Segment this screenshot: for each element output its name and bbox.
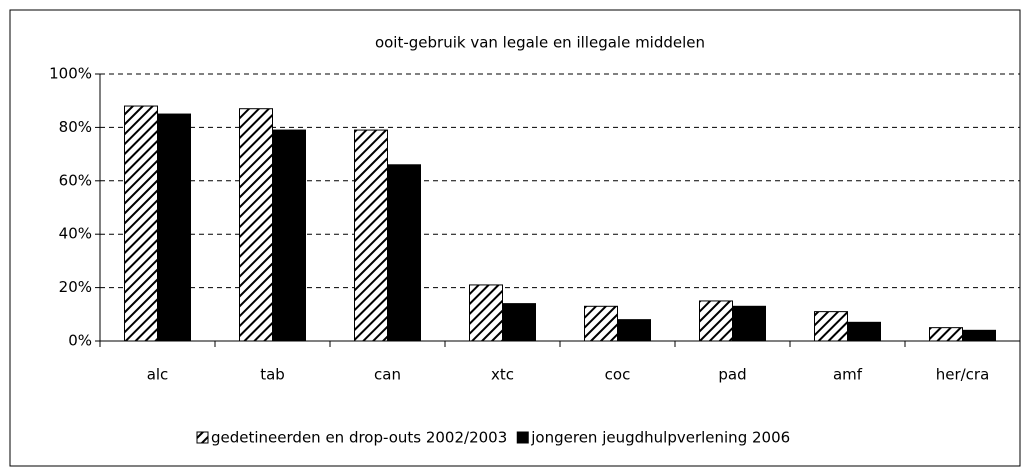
bar xyxy=(929,327,963,342)
y-tick-label: 20% xyxy=(59,278,92,296)
bar xyxy=(584,305,618,342)
bar xyxy=(732,305,766,342)
bar xyxy=(962,329,996,342)
bar xyxy=(387,164,421,342)
bar xyxy=(469,284,503,342)
x-tick-label: amf xyxy=(833,366,863,384)
y-tick-label: 0% xyxy=(68,332,92,350)
bar xyxy=(354,129,388,342)
bar xyxy=(239,108,273,342)
bar xyxy=(814,311,848,342)
legend-swatch xyxy=(516,431,529,444)
legend-label: gedetineerden en drop-outs 2002/2003 xyxy=(211,429,507,447)
y-tick-label: 100% xyxy=(49,65,92,83)
x-tick-label: alc xyxy=(147,366,169,384)
x-tick-label: coc xyxy=(605,366,631,384)
x-tick-label: can xyxy=(374,366,401,384)
x-tick-label: tab xyxy=(260,366,285,384)
x-tick-label: xtc xyxy=(491,366,514,384)
legend-label: jongeren jeugdhulpverlening 2006 xyxy=(530,429,790,447)
bar xyxy=(699,300,733,342)
bar xyxy=(157,113,191,342)
bar xyxy=(272,129,306,342)
y-tick-label: 40% xyxy=(59,225,92,243)
legend-swatch xyxy=(196,431,209,444)
bar xyxy=(124,105,158,342)
bar xyxy=(617,319,651,342)
x-tick-label: her/cra xyxy=(936,366,990,384)
bar xyxy=(502,303,536,342)
y-tick-label: 60% xyxy=(59,171,92,189)
x-tick-label: pad xyxy=(718,366,746,384)
y-tick-label: 80% xyxy=(59,118,92,136)
bar xyxy=(847,321,881,342)
chart-title: ooit-gebruik van legale en illegale midd… xyxy=(375,34,705,52)
